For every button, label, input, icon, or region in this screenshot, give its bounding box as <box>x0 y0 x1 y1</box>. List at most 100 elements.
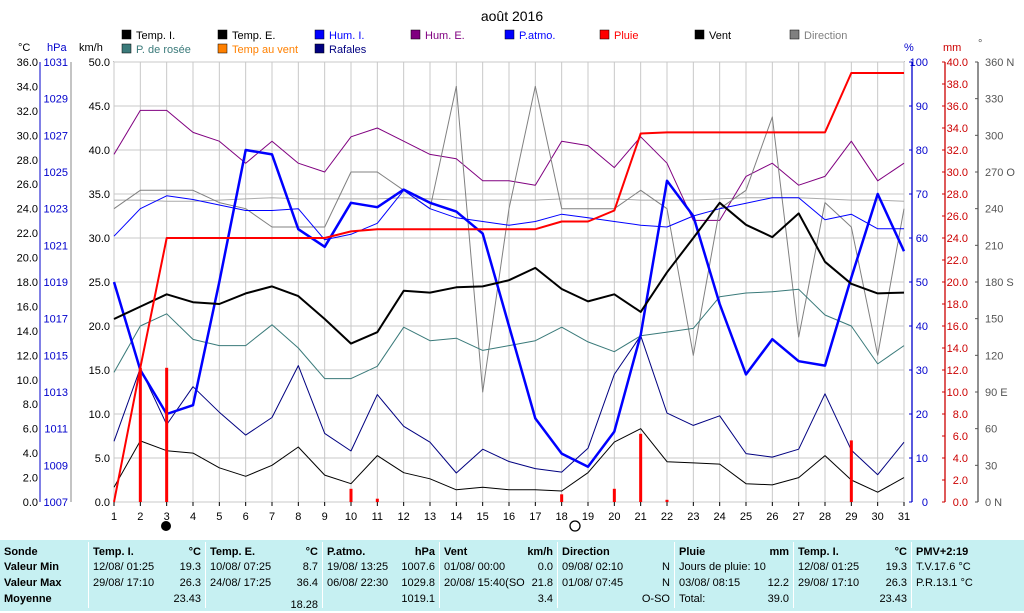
y-tick-label-mm: 22.0 <box>947 255 968 267</box>
y-tick-label-mm: 40.0 <box>947 57 968 69</box>
y-tick-label-mm: 14.0 <box>947 343 968 355</box>
x-tick-label: 4 <box>190 511 196 523</box>
y-tick-label-celsius: 30.0 <box>17 130 38 142</box>
stat-max-date: 06/08/ 22:30 <box>327 577 389 589</box>
y-tick-label-celsius: 6.0 <box>23 424 38 436</box>
x-tick-label: 1 <box>111 511 117 523</box>
y-tick-label-mm: 4.0 <box>953 453 968 465</box>
x-tick-label: 15 <box>477 511 489 523</box>
y-tick-label-mm: 32.0 <box>947 145 968 157</box>
label-sonde: Sonde <box>4 546 38 558</box>
stat-min-value: 19.3 <box>179 561 201 573</box>
y-tick-label-hpa: 1007 <box>44 497 68 509</box>
legend-swatch <box>121 43 132 54</box>
axis-unit-kmh: km/h <box>79 42 103 54</box>
y-tick-label-mm: 12.0 <box>947 365 968 377</box>
stat-max-date: 29/08/ 17:10 <box>798 577 860 589</box>
y-tick-label-degree: 30 <box>985 460 997 472</box>
x-tick-label: 18 <box>556 511 568 523</box>
y-tick-label-celsius: 24.0 <box>17 204 38 216</box>
legend-label: Pluie <box>614 30 638 42</box>
pmv-title: PMV+2:19 <box>916 546 969 558</box>
y-tick-label-degree: 300 <box>985 130 1003 142</box>
x-tick-label: 14 <box>450 511 462 523</box>
stat-max-value: 1029.8 <box>401 577 435 589</box>
stat-min-value: 1007.6 <box>401 561 435 573</box>
y-tick-label-degree: 360 N <box>985 57 1014 69</box>
stats-row-labels: Sonde Valeur Min Valeur Max Moyenne <box>0 542 88 610</box>
y-tick-label-kmh: 40.0 <box>89 145 110 157</box>
x-tick-label: 22 <box>661 511 673 523</box>
x-tick-label: 16 <box>503 511 515 523</box>
stat-title: Pluie <box>679 546 706 558</box>
legend-swatch <box>789 29 800 40</box>
y-tick-label-celsius: 20.0 <box>17 253 38 265</box>
y-tick-label-celsius: 0.0 <box>23 497 38 509</box>
y-tick-label-celsius: 14.0 <box>17 326 38 338</box>
y-tick-label-celsius: 34.0 <box>17 81 38 93</box>
chart-legend: Temp. I. P. de rosée Temp. E. Temp au vent H… <box>121 29 847 56</box>
x-tick-label: 5 <box>216 511 222 523</box>
x-tick-label: 8 <box>295 511 301 523</box>
y-tick-label-mm: 24.0 <box>947 233 968 245</box>
stat-title: Temp. E. <box>210 546 256 558</box>
y-tick-label-degree: 90 E <box>985 387 1008 399</box>
rain-bar <box>138 367 142 502</box>
legend-swatch <box>217 43 228 54</box>
y-tick-label-mm: 10.0 <box>947 387 968 399</box>
stat-title: P.atmo. <box>327 546 366 558</box>
legend-swatch <box>217 29 228 40</box>
legend-swatch <box>694 29 705 40</box>
y-tick-label-degree: 330 <box>985 94 1003 106</box>
stat-average: 18.28 <box>290 599 318 611</box>
series-line-pression <box>113 189 904 241</box>
y-tick-label-hpa: 1025 <box>44 167 68 179</box>
y-tick-label-mm: 28.0 <box>947 189 968 201</box>
y-tick-label-kmh: 35.0 <box>89 189 110 201</box>
y-tick-label-celsius: 4.0 <box>23 448 38 460</box>
stat-min-value: N <box>662 561 670 573</box>
legend-label: Rafales <box>329 44 367 56</box>
axis-unit-hpa: hPa <box>47 42 67 54</box>
stat-max-date: 24/08/ 17:25 <box>210 577 272 589</box>
y-tick-label-kmh: 10.0 <box>89 409 110 421</box>
y-tick-label-hpa: 1019 <box>44 277 68 289</box>
x-tick-label: 20 <box>608 511 620 523</box>
y-tick-label-mm: 6.0 <box>953 431 968 443</box>
x-tick-label: 9 <box>322 511 328 523</box>
stat-title: Vent <box>444 546 468 558</box>
y-tick-label-celsius: 36.0 <box>17 57 38 69</box>
series-line-p-de-ros-e <box>113 288 905 380</box>
chart-grid <box>113 61 905 503</box>
stat-unit: °C <box>188 546 201 558</box>
y-tick-label-percent: 40 <box>916 321 928 333</box>
y-tick-label-percent: 60 <box>916 233 928 245</box>
x-tick-label: 27 <box>793 511 805 523</box>
y-tick-label-hpa: 1015 <box>44 350 68 362</box>
y-tick-label-celsius: 26.0 <box>17 179 38 191</box>
y-tick-label-mm: 18.0 <box>947 299 968 311</box>
stat-average: 23.43 <box>879 593 907 605</box>
full-moon-icon <box>569 520 581 532</box>
x-tick-label: 29 <box>845 511 857 523</box>
y-tick-label-kmh: 45.0 <box>89 101 110 113</box>
stat-unit: hPa <box>414 546 435 558</box>
stat-max-date: 03/08/ 08:15 <box>679 577 741 589</box>
rain-bar <box>349 488 353 502</box>
stat-max-date: 20/08/ 15:40(SO <box>444 577 525 589</box>
y-tick-label-hpa: 1017 <box>44 314 68 326</box>
stat-min-date: 01/08/ 00:00 <box>444 561 506 573</box>
legend-swatch <box>410 29 421 40</box>
x-tick-label: 21 <box>635 511 647 523</box>
y-tick-label-mm: 20.0 <box>947 277 968 289</box>
x-tick-label: 10 <box>345 511 357 523</box>
statistics-panel: Sonde Valeur Min Valeur Max Moyenne Temp… <box>0 540 1024 611</box>
y-tick-label-mm: 16.0 <box>947 321 968 333</box>
x-tick-label: 30 <box>872 511 884 523</box>
stat-average: 3.4 <box>537 593 553 605</box>
stat-max-value: 36.4 <box>296 577 318 589</box>
stat-min-value: 0.0 <box>537 561 553 573</box>
pmv-tv: T.V.17.6 °C <box>916 561 971 573</box>
stat-min-date: 12/08/ 01:25 <box>798 561 860 573</box>
x-tick-label: 28 <box>819 511 831 523</box>
